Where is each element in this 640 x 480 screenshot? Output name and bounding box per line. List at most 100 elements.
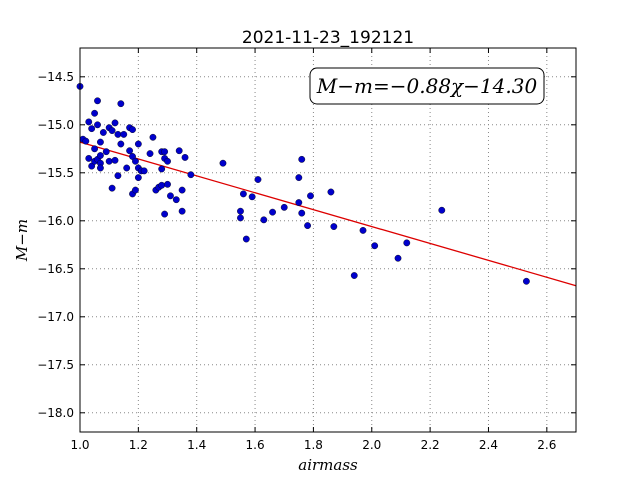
x-tick-label: 2.0 xyxy=(362,438,381,452)
data-point xyxy=(126,147,134,155)
fit-line xyxy=(79,141,577,287)
data-point xyxy=(94,97,101,105)
data-point xyxy=(307,192,314,200)
data-point xyxy=(85,118,93,126)
x-axis-label: airmass xyxy=(298,456,358,474)
data-point xyxy=(172,196,180,204)
data-point xyxy=(132,186,139,194)
data-point xyxy=(99,129,107,136)
y-tick-label: −17.0 xyxy=(37,310,74,324)
data-point xyxy=(88,125,96,133)
data-point xyxy=(97,164,104,172)
plot-frame xyxy=(79,47,577,433)
data-point xyxy=(114,172,122,180)
data-point xyxy=(140,167,148,175)
x-tick-label: 2.4 xyxy=(479,438,498,452)
data-point xyxy=(102,148,110,156)
y-tick-label: −16.5 xyxy=(37,262,74,276)
y-axis-label: M−m xyxy=(13,219,31,262)
data-point xyxy=(280,203,288,211)
data-point xyxy=(82,137,90,145)
data-point xyxy=(134,174,142,182)
x-tick-label: 1.4 xyxy=(187,438,206,452)
data-point xyxy=(164,180,171,188)
y-tick-label: −16.0 xyxy=(37,214,74,228)
data-point xyxy=(149,133,157,141)
data-point xyxy=(394,254,402,262)
fit-annotation-text: M−m=−0.88χ−14.30 xyxy=(316,74,538,98)
data-point xyxy=(237,207,244,215)
data-point xyxy=(117,100,125,108)
data-point xyxy=(158,181,166,189)
data-point xyxy=(298,155,306,163)
data-point xyxy=(523,277,530,285)
data-point xyxy=(108,184,116,192)
data-point xyxy=(158,165,166,173)
data-point xyxy=(242,235,250,243)
data-point xyxy=(120,130,128,138)
y-tick-label: −15.0 xyxy=(37,118,74,132)
y-axis-ticks: −14.5 −15.0 −15.5 −16.0 −16.5 −17.0 −17.5 −18.0 xyxy=(37,70,576,420)
data-point xyxy=(254,176,262,183)
data-point xyxy=(181,154,189,161)
data-point xyxy=(350,272,358,279)
data-point xyxy=(304,222,311,230)
data-points xyxy=(76,83,530,285)
data-point xyxy=(187,171,195,179)
data-point xyxy=(371,242,379,250)
x-tick-label: 1.8 xyxy=(304,438,323,452)
x-tick-label: 1.0 xyxy=(70,438,89,452)
data-point xyxy=(108,127,116,134)
data-point xyxy=(91,109,98,117)
y-tick-label: −14.5 xyxy=(37,70,74,84)
data-point xyxy=(105,157,113,165)
data-point xyxy=(117,140,125,148)
data-point xyxy=(219,159,227,167)
data-point xyxy=(298,209,306,217)
data-point xyxy=(97,138,104,146)
x-tick-label: 2.6 xyxy=(537,438,556,452)
y-tick-label: −17.5 xyxy=(37,358,74,372)
data-point xyxy=(295,174,303,182)
data-point xyxy=(161,210,169,218)
x-tick-label: 2.2 xyxy=(421,438,440,452)
data-point xyxy=(239,190,247,198)
y-tick-label: −18.0 xyxy=(37,406,74,420)
data-point xyxy=(178,186,186,194)
data-point xyxy=(114,130,122,138)
data-point xyxy=(111,156,119,164)
data-point xyxy=(295,199,303,206)
data-point xyxy=(260,216,268,224)
chart-title: 2021-11-23_192121 xyxy=(242,28,414,48)
y-tick-label: −15.5 xyxy=(37,166,74,180)
data-point xyxy=(167,192,174,200)
x-tick-label: 1.6 xyxy=(246,438,265,452)
data-point xyxy=(330,223,338,230)
data-point xyxy=(134,140,142,148)
data-point xyxy=(111,119,119,127)
data-point xyxy=(327,188,335,196)
data-point xyxy=(269,208,276,216)
data-point xyxy=(403,239,411,247)
data-point xyxy=(129,126,136,134)
fit-line-group xyxy=(79,141,577,287)
x-axis-ticks: 1.0 1.2 1.4 1.6 1.8 2.0 2.2 2.4 2.6 xyxy=(70,48,556,452)
data-point xyxy=(175,147,183,155)
data-point xyxy=(85,154,93,162)
data-point xyxy=(359,226,367,234)
data-point xyxy=(132,157,139,165)
data-point xyxy=(178,207,186,215)
fit-annotation-box: M−m=−0.88χ−14.30 xyxy=(309,67,545,105)
data-point xyxy=(438,206,446,214)
x-tick-label: 1.2 xyxy=(129,438,148,452)
data-point xyxy=(97,152,104,159)
data-point xyxy=(164,157,171,165)
data-point xyxy=(237,214,244,222)
grid-lines xyxy=(80,48,576,432)
data-point xyxy=(248,193,256,201)
annotation-frame xyxy=(309,67,545,105)
data-point xyxy=(91,145,98,153)
data-point xyxy=(146,150,154,158)
data-point xyxy=(94,121,101,129)
